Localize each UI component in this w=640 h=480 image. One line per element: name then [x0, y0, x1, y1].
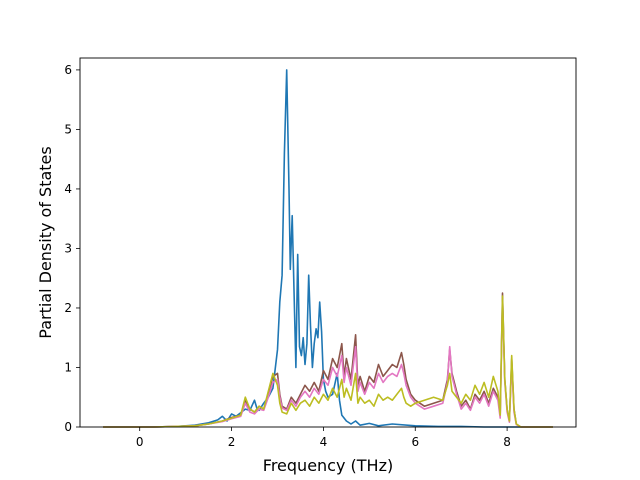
x-tick-label: 2: [228, 435, 236, 449]
x-tick-label: 4: [320, 435, 328, 449]
series-line-1: [103, 69, 553, 428]
y-tick-label: 2: [64, 301, 72, 315]
series-line-3: [103, 301, 553, 428]
x-tick-label: 0: [136, 435, 144, 449]
x-axis-ticks: 0 2 4 6 8: [136, 427, 511, 449]
y-axis-label: Partial Density of States: [36, 146, 55, 338]
y-tick-label: 3: [64, 241, 72, 255]
x-axis-label: Frequency (THz): [263, 456, 393, 475]
x-tick-label: 8: [503, 435, 511, 449]
y-tick-label: 1: [64, 360, 72, 374]
series-line-4: [103, 295, 553, 428]
y-tick-label: 6: [64, 63, 72, 77]
plot-frame: [79, 57, 577, 428]
series-layer: [103, 69, 553, 428]
y-tick-label: 4: [64, 182, 72, 196]
y-axis-ticks: 0 1 2 3 4 5 6: [64, 63, 80, 434]
y-tick-label: 0: [64, 420, 72, 434]
series-line-2: [103, 292, 553, 428]
x-tick-label: 6: [411, 435, 419, 449]
y-tick-label: 5: [64, 122, 72, 136]
